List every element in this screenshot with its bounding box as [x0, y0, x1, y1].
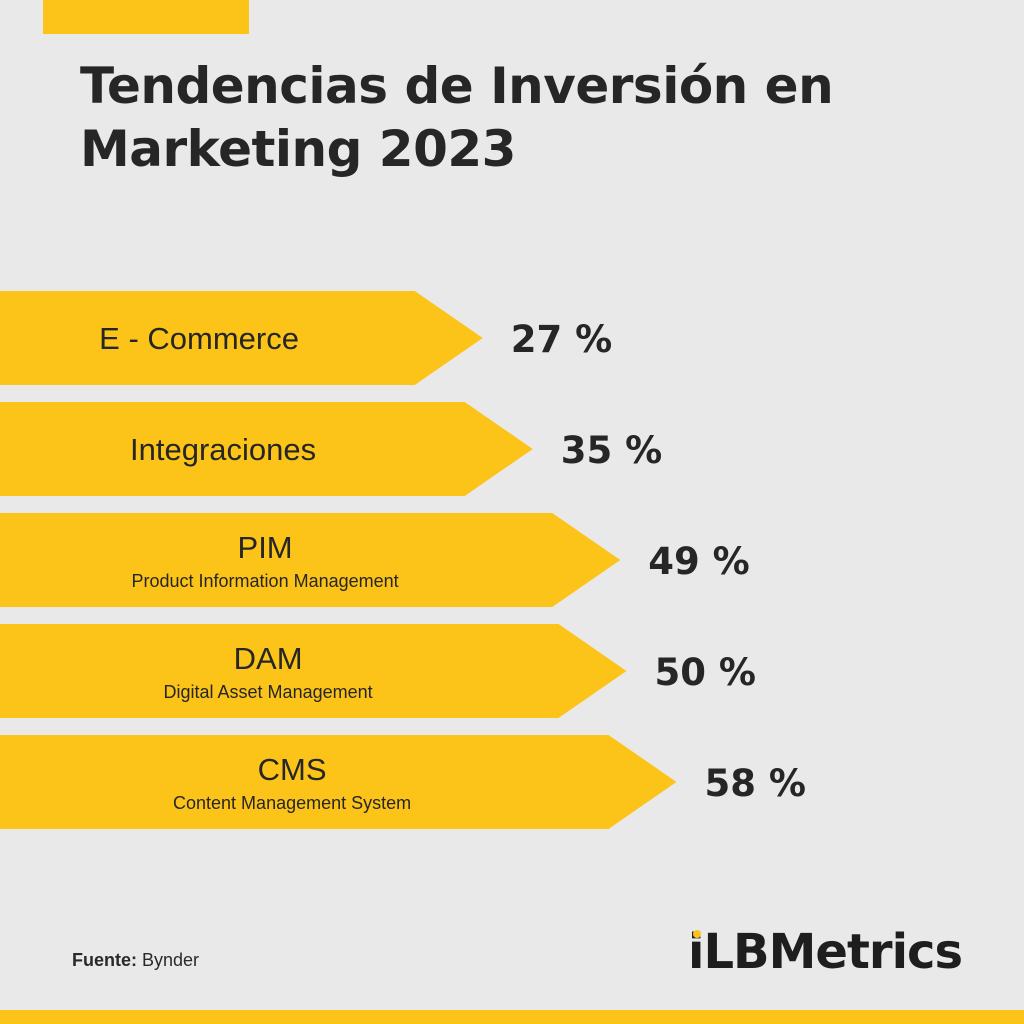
value-label: 35 % [561, 429, 662, 472]
category-subtitle: Product Information Management [132, 571, 399, 591]
value-label: 49 % [648, 540, 749, 583]
value-label: 50 % [655, 651, 756, 694]
top-accent-bar [43, 0, 249, 34]
brand-logo-dot [693, 930, 701, 938]
source-note: Fuente: Bynder [72, 950, 199, 971]
title-line-1: Tendencias de Inversión en [80, 57, 834, 115]
arrow-bar-chart: E - Commerce 27 % Integraciones 35 % PIM Prod… [0, 291, 806, 829]
source-label: Fuente: [72, 950, 137, 970]
brand-logo: iLBMetrics [688, 922, 963, 982]
bar-arrow [0, 624, 627, 718]
page-title: Tendencias de Inversión en Marketing 202… [80, 55, 960, 181]
source-value: Bynder [142, 950, 200, 970]
category-label: E - Commerce [99, 321, 299, 356]
value-label: 58 % [705, 762, 806, 805]
category-label: Integraciones [130, 432, 316, 467]
category-subtitle: Digital Asset Management [164, 682, 373, 702]
value-label: 27 % [511, 318, 612, 361]
bar-arrow [0, 291, 483, 385]
category-subtitle: Content Management System [173, 793, 411, 813]
category-label: CMS [258, 752, 327, 787]
bar-arrow [0, 735, 677, 829]
bar-arrow [0, 513, 621, 607]
title-line-2: Marketing 2023 [80, 120, 516, 178]
bottom-accent-bar [0, 1010, 1024, 1024]
category-label: PIM [238, 530, 293, 565]
category-label: DAM [234, 641, 303, 676]
brand-logo-text: iLBMetrics [688, 924, 963, 980]
bar-arrow [0, 402, 533, 496]
